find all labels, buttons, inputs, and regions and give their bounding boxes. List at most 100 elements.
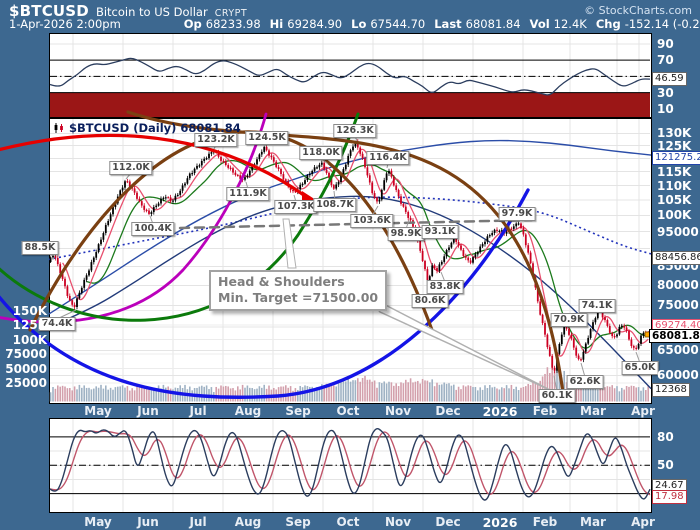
pivot-pointer (440, 271, 446, 283)
quote-value-hi: 69284.90 (287, 17, 343, 31)
candle-body (263, 146, 266, 152)
volume-bar (623, 389, 625, 402)
volume-bar (297, 390, 299, 402)
volume-bar (229, 388, 232, 402)
volume-bar (529, 384, 532, 402)
volume-bar (311, 386, 313, 402)
volume-bar (455, 389, 457, 402)
volume-bar (474, 386, 477, 402)
volume-bar (628, 386, 630, 402)
candle-body (138, 198, 141, 202)
volume-bar (469, 385, 472, 402)
volume-bar (405, 379, 407, 402)
annotation-line-1: Head & Shoulders (218, 274, 345, 289)
volume-bar (359, 381, 361, 402)
volume-bar (551, 363, 553, 402)
candle-body (52, 256, 54, 258)
volume-bar (513, 388, 515, 402)
quote-value-lo: 67544.70 (370, 17, 426, 31)
quote-row: 1-Apr-2026 2:00pm Op 68233.98 Hi 69284.90 Lo… (9, 17, 700, 31)
volume-bar (414, 381, 417, 402)
volume-bar (611, 385, 613, 402)
price-panel-title-text: $BTCUSD (Daily) 68081.84 (69, 121, 241, 135)
volume-bar (431, 379, 433, 402)
volume-bar (556, 368, 558, 402)
candle-body (184, 183, 186, 186)
volume-bar (301, 387, 304, 402)
candle-body (49, 257, 52, 263)
candle-body (596, 310, 599, 319)
volume-bar (635, 387, 637, 402)
volume-bar (491, 387, 493, 402)
candle-body (472, 257, 474, 263)
drawn-annotations (0, 110, 566, 402)
head-shoulders-annotation[interactable]: Head & Shoulders Min. Target =71500.00 (209, 270, 388, 311)
candle-body (474, 254, 477, 258)
candle-body (625, 327, 628, 331)
candle-body (380, 189, 383, 200)
candle-body (143, 205, 146, 210)
volume-bar (568, 375, 570, 402)
candle-body (460, 245, 462, 250)
volume-bar (333, 385, 335, 402)
volume-bar (594, 385, 597, 402)
volume-bar (385, 383, 388, 402)
volume-bar (383, 381, 385, 402)
volume-bar (345, 381, 347, 402)
candle-body (229, 167, 232, 169)
candle-body (124, 181, 126, 188)
volume-bar (479, 387, 481, 402)
candle-body (481, 244, 484, 247)
volume-bar (349, 381, 352, 402)
rsi-plot (49, 34, 651, 117)
candle-body (80, 287, 83, 293)
last-price-marker (644, 331, 652, 338)
candle-body (577, 355, 580, 360)
candle-body (498, 230, 501, 233)
candle-body (244, 177, 246, 180)
candle-body (448, 247, 450, 251)
volume-bar (357, 378, 359, 402)
candle-body (325, 169, 328, 173)
candle-body (575, 347, 578, 356)
volume-bar (537, 383, 539, 402)
candle-body (258, 154, 261, 160)
volume-bar (165, 387, 167, 402)
volume-bar (369, 379, 371, 402)
candle-body (388, 170, 390, 174)
rsi-line (49, 57, 651, 96)
volume-bar (597, 389, 599, 402)
candle-body (428, 276, 431, 282)
pivot-pointer (293, 194, 297, 203)
candle-body (277, 167, 280, 170)
candle-body (251, 165, 254, 171)
volume-bar (107, 389, 109, 402)
candle-body (637, 343, 640, 349)
candle-body (66, 286, 69, 296)
candle-body (234, 172, 237, 175)
volume-bar (472, 387, 474, 402)
volume-bar (429, 382, 431, 402)
candle-body (119, 190, 122, 197)
circle-blue (0, 188, 530, 399)
volume-bar (239, 389, 241, 402)
volume-bar (558, 369, 561, 402)
volume-bar (237, 386, 239, 402)
volume-bar (85, 387, 88, 402)
candle-body (239, 175, 242, 179)
candle-body (335, 184, 338, 189)
volume-bar (268, 385, 270, 402)
candle-body (548, 347, 551, 356)
volume-bar (609, 386, 611, 402)
quote-value-chg: -152.14 (-0.22%) (624, 17, 700, 31)
candle-body (270, 155, 273, 158)
candle-body (488, 235, 491, 237)
volume-bar (361, 377, 364, 402)
candle-body (152, 207, 155, 213)
volume-bar (119, 386, 121, 402)
candle-body (616, 334, 618, 337)
pivot-pointer (386, 162, 389, 169)
candle-body (620, 325, 623, 327)
candle-body (529, 252, 532, 264)
